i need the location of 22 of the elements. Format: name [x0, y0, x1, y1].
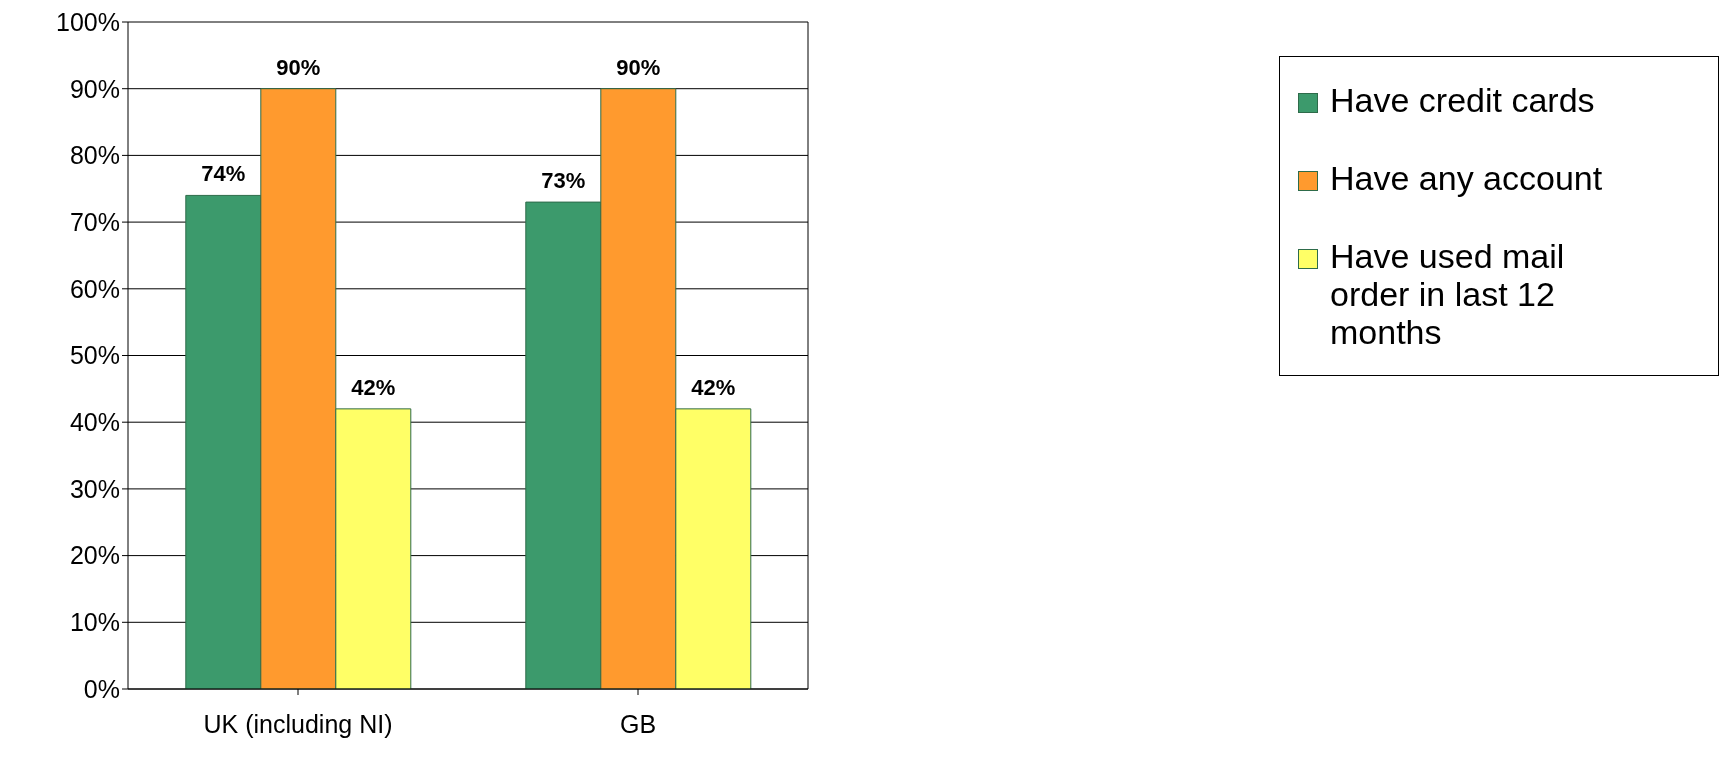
y-tick-label: 30%	[69, 474, 120, 503]
y-tick-label: 50%	[69, 341, 120, 370]
y-tick-label: 70%	[69, 207, 120, 236]
y-tick-label: 80%	[69, 141, 120, 170]
x-tick-label: GB	[619, 709, 657, 738]
data-label: 42%	[351, 374, 396, 400]
data-label: 74%	[201, 161, 246, 187]
x-tick-label: UK (including NI)	[203, 709, 393, 738]
y-tick-label: 20%	[69, 541, 120, 570]
legend-label: Have any account	[1330, 159, 1603, 197]
data-label: 90%	[616, 54, 661, 80]
data-label: 73%	[541, 168, 586, 194]
y-tick-label: 10%	[69, 608, 120, 637]
y-tick-label: 60%	[69, 274, 120, 303]
y-tick-label: 90%	[69, 74, 120, 103]
y-tick-label: 0%	[83, 674, 120, 703]
y-tick-label: 100%	[56, 7, 120, 36]
legend-label: Have used mail order in last 12 months	[1330, 237, 1566, 351]
data-label: 90%	[276, 54, 321, 80]
y-tick-label: 40%	[69, 408, 120, 437]
data-label: 42%	[691, 374, 736, 400]
legend-label: Have credit cards	[1330, 81, 1595, 119]
